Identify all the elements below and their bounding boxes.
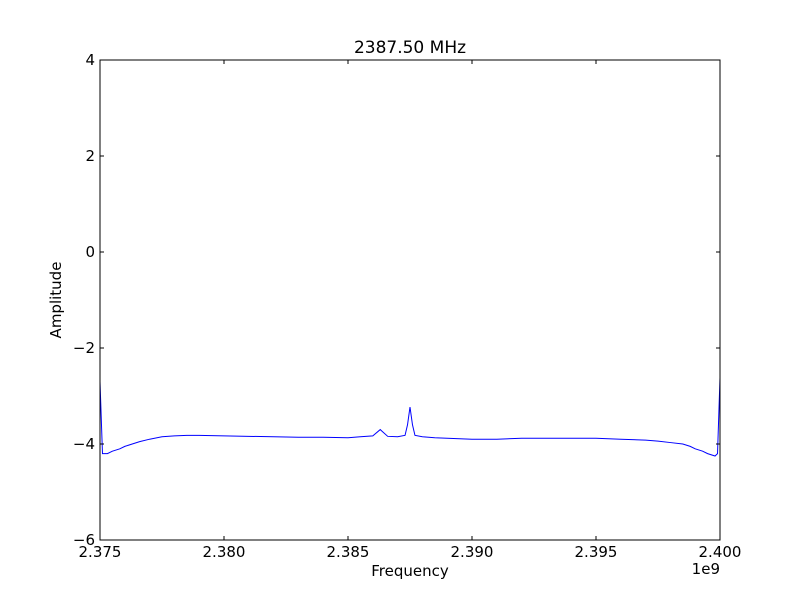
y-axis-label: Amplitude	[47, 262, 65, 339]
series-line	[99, 377, 721, 457]
x-tick-label: 2.375	[79, 543, 122, 561]
y-axis-ticks: −6 −4 −2 0 2 4	[73, 51, 720, 549]
y-tick-label: −4	[73, 435, 95, 453]
x-tick-label: 2.390	[451, 543, 494, 561]
x-tick-label: 2.400	[699, 543, 742, 561]
x-axis-label: Frequency	[371, 562, 449, 580]
y-tick-label: 4	[85, 51, 95, 69]
chart-title: 2387.50 MHz	[354, 38, 466, 58]
y-tick-label: −6	[73, 531, 95, 549]
x-tick-label: 2.395	[575, 543, 618, 561]
plot-frame	[99, 59, 721, 541]
y-tick-label: −2	[73, 339, 95, 357]
x-tick-label: 2.380	[203, 543, 246, 561]
x-tick-label: 2.385	[327, 543, 370, 561]
plot-area	[99, 59, 721, 541]
y-tick-label: 2	[85, 147, 95, 165]
x-axis-ticks: 2.375 2.380 2.385 2.390 2.395 2.400	[79, 60, 742, 561]
y-tick-label: 0	[85, 243, 95, 261]
x-offset-label: 1e9	[692, 560, 720, 578]
